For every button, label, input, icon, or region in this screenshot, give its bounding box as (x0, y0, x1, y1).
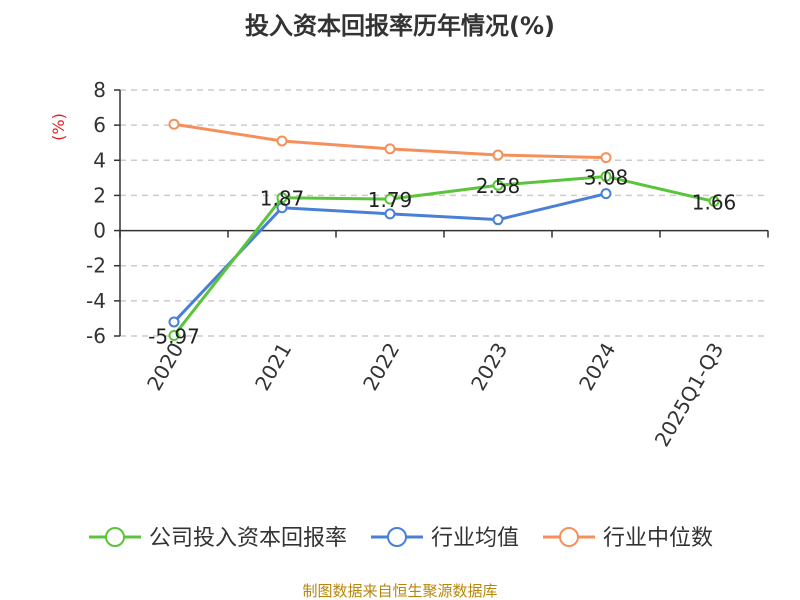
data-source-note: 制图数据来自恒生聚源数据库 (302, 582, 497, 600)
y-tick-label: 8 (93, 78, 106, 102)
data-point[interactable] (276, 135, 288, 147)
data-point[interactable] (168, 316, 180, 328)
legend-item-1[interactable]: 公司投入资本回报率 (89, 526, 347, 551)
data-point[interactable] (600, 170, 612, 182)
chart-title: 投入资本回报率历年情况(%) (245, 12, 555, 40)
y-tick-label: -2 (86, 254, 106, 278)
y-tick-label: 6 (93, 113, 106, 137)
data-point[interactable] (168, 118, 180, 130)
data-point[interactable] (708, 195, 720, 207)
legend-marker (559, 527, 579, 547)
legend[interactable]: 公司投入资本回报率 行业均值 行业中位数 (89, 526, 713, 551)
data-point[interactable] (600, 188, 612, 200)
x-tick-label: 2024 (574, 339, 620, 395)
data-label: -5.97 (148, 324, 200, 348)
data-point[interactable] (492, 149, 504, 161)
data-label: 1.79 (368, 188, 413, 212)
y-tick-label: 4 (93, 148, 106, 172)
data-point[interactable] (276, 202, 288, 214)
data-point[interactable] (384, 193, 396, 205)
data-point[interactable] (276, 192, 288, 204)
x-tick-label: 2023 (466, 339, 512, 395)
series-layer: -5.97 1.87 1.79 2.58 3.08 1.66 (148, 118, 737, 348)
x-tick-label: 2022 (358, 339, 404, 395)
data-point[interactable] (168, 329, 180, 341)
data-point[interactable] (384, 143, 396, 155)
data-point[interactable] (492, 214, 504, 226)
data-point[interactable] (384, 208, 396, 220)
series-line (172, 174, 715, 337)
grid-lines (120, 89, 768, 337)
data-label: 1.87 (260, 187, 305, 211)
data-point[interactable] (600, 152, 612, 164)
y-tick-label: 2 (93, 183, 106, 207)
legend-marker (387, 527, 407, 547)
data-label: 1.66 (692, 190, 737, 214)
data-point[interactable] (492, 179, 504, 191)
y-axis-unit: (%) (49, 113, 68, 141)
y-tick-label: 0 (93, 219, 106, 243)
legend-label: 行业中位数 (603, 526, 713, 551)
y-tick-label: -6 (86, 324, 106, 348)
legend-item-2[interactable]: 行业均值 (371, 526, 519, 551)
y-tick-label: -4 (86, 289, 106, 313)
series-1 (168, 170, 720, 341)
x-tick-label: 2025Q1-Q3 (650, 339, 729, 451)
data-label: 3.08 (584, 165, 629, 189)
data-label: 2.58 (476, 174, 521, 198)
legend-label: 行业均值 (431, 526, 519, 551)
legend-marker (105, 527, 125, 547)
series-3 (168, 118, 612, 164)
legend-item-3[interactable]: 行业中位数 (543, 526, 713, 551)
x-tick-label: 2021 (250, 339, 296, 395)
legend-label: 公司投入资本回报率 (149, 526, 347, 551)
